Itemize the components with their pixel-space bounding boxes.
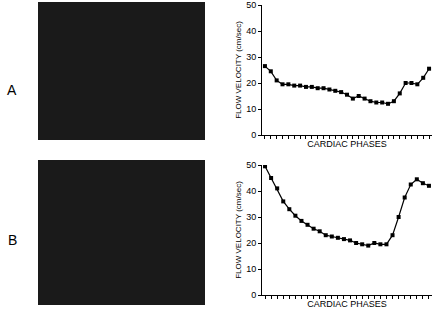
svg-text:B: B bbox=[8, 232, 17, 248]
svg-text:10: 10 bbox=[246, 104, 256, 114]
svg-text:50: 50 bbox=[246, 0, 256, 10]
svg-text:CARDIAC PHASES: CARDIAC PHASES bbox=[307, 299, 387, 309]
svg-text:A: A bbox=[7, 82, 17, 98]
svg-text:40: 40 bbox=[246, 186, 256, 196]
svg-text:0: 0 bbox=[251, 290, 256, 300]
svg-text:10: 10 bbox=[246, 264, 256, 274]
svg-text:40: 40 bbox=[246, 26, 256, 36]
svg-text:20: 20 bbox=[246, 78, 256, 88]
svg-text:30: 30 bbox=[246, 212, 256, 222]
svg-text:CARDIAC PHASES: CARDIAC PHASES bbox=[307, 139, 387, 149]
svg-text:0: 0 bbox=[251, 130, 256, 140]
svg-text:20: 20 bbox=[246, 238, 256, 248]
svg-text:FLOW VELOCITY (cm/sec): FLOW VELOCITY (cm/sec) bbox=[234, 21, 243, 119]
svg-text:FLOW VELOCITY (cm/sec): FLOW VELOCITY (cm/sec) bbox=[234, 181, 243, 279]
svg-text:30: 30 bbox=[246, 52, 256, 62]
svg-text:50: 50 bbox=[246, 160, 256, 170]
